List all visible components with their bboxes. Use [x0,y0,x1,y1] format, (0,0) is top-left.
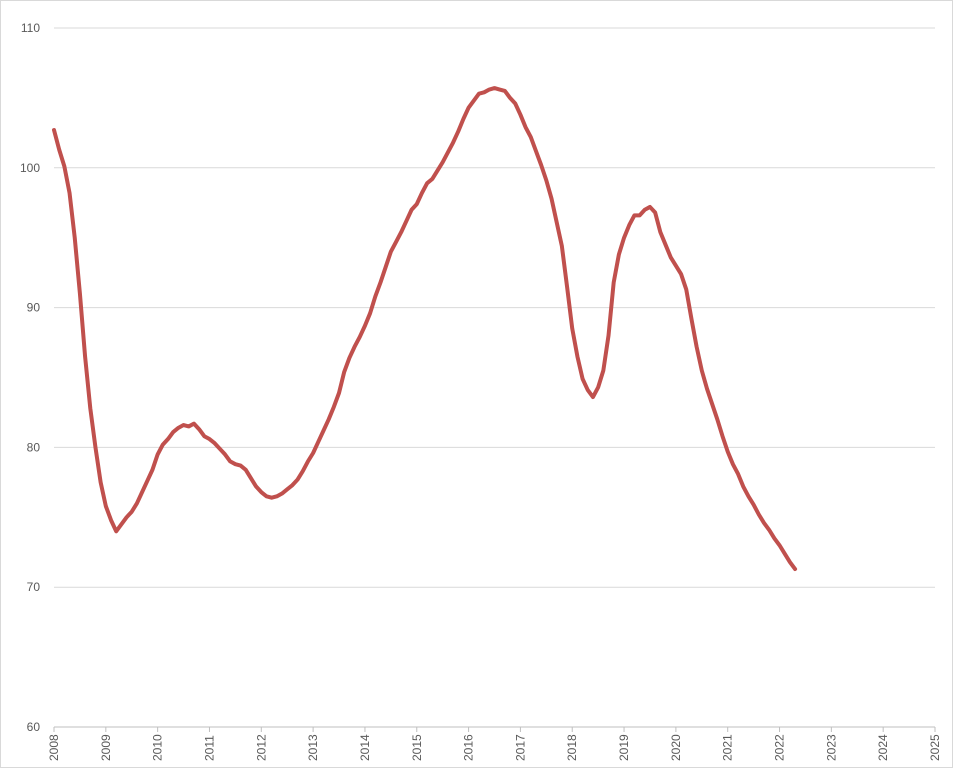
x-tick-label: 2012 [254,734,268,761]
gridlines [54,27,935,588]
series-group [52,86,798,572]
x-tick-label: 2015 [410,734,424,761]
series-line [52,86,798,572]
x-axis-ticks [53,727,936,732]
x-tick-label: 2016 [462,734,476,761]
x-tick-label: 2020 [669,734,683,761]
x-tick-label: 2008 [47,734,61,761]
x-tick-label: 2014 [358,734,372,761]
x-tick-label: 2013 [306,734,320,761]
y-axis-labels: 60 70 80 90 100 110 [20,21,40,734]
y-tick-label: 80 [27,440,41,454]
x-tick-label: 2011 [202,735,216,761]
x-tick-label: 2019 [617,734,631,761]
x-tick-label: 2009 [99,734,113,761]
y-tick-label: 60 [27,720,41,734]
y-tick-label: 110 [21,21,40,35]
x-tick-label: 2022 [773,734,787,761]
x-axis-labels: 2008 2009 2010 2011 2012 2013 2014 2015 2016 2017… [47,734,942,761]
x-tick-label: 2017 [513,734,527,761]
x-tick-label: 2010 [151,734,165,761]
x-tick-label: 2025 [928,734,942,761]
x-tick-label: 2021 [721,734,735,761]
y-tick-label: 70 [27,580,41,594]
x-tick-label: 2024 [876,734,890,761]
y-tick-label: 100 [20,161,40,175]
y-tick-label: 90 [27,301,41,315]
x-tick-label: 2018 [565,734,579,761]
x-tick-label: 2023 [824,734,838,761]
